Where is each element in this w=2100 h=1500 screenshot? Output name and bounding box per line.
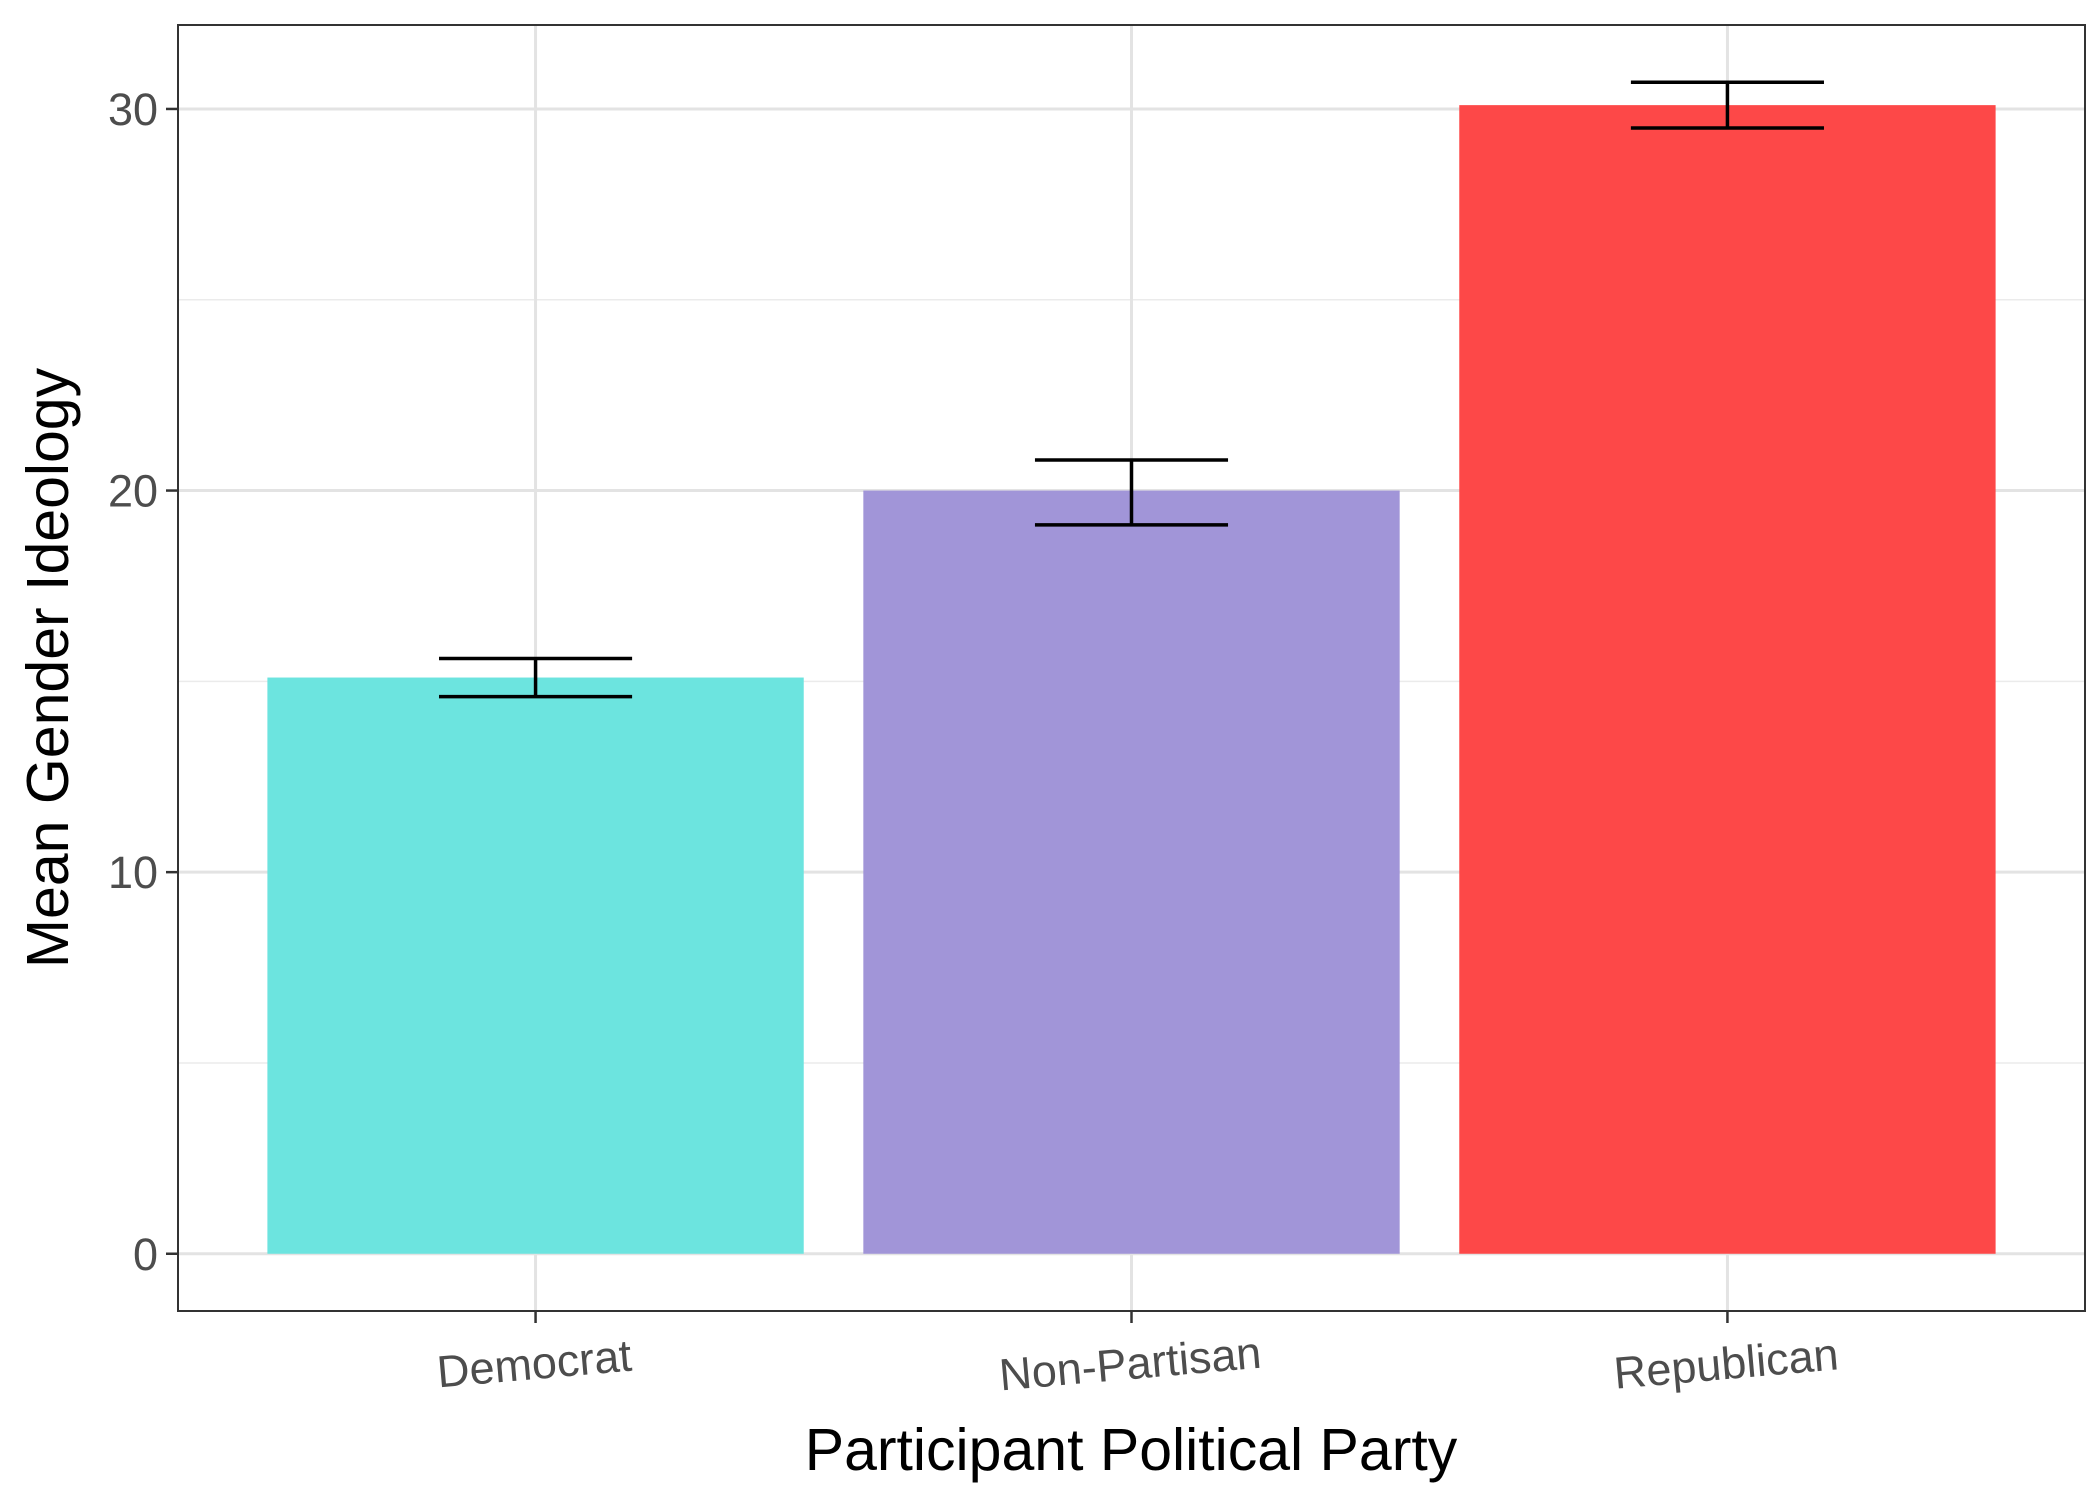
y-tick-label: 30: [108, 84, 158, 135]
x-tick-label: Republican: [1612, 1328, 1841, 1398]
bar-democrat: [267, 677, 804, 1254]
error-bar: [1630, 80, 1824, 130]
y-axis-title: Mean Gender Ideology: [15, 367, 81, 968]
error-bar: [1034, 458, 1229, 527]
y-tick-label: 0: [133, 1229, 158, 1280]
error-bars: [439, 80, 1824, 699]
y-tick-label: 10: [108, 847, 158, 898]
y-tick-label: 20: [108, 466, 158, 517]
x-tick-label: Non-Partisan: [997, 1327, 1263, 1401]
bars: [267, 105, 1996, 1254]
bar-non-partisan: [863, 490, 1400, 1254]
bar-republican: [1459, 105, 1996, 1254]
x-tick-label: Democrat: [435, 1330, 634, 1398]
error-bar: [439, 656, 633, 699]
x-axis-title: Participant Political Party: [805, 1417, 1458, 1483]
